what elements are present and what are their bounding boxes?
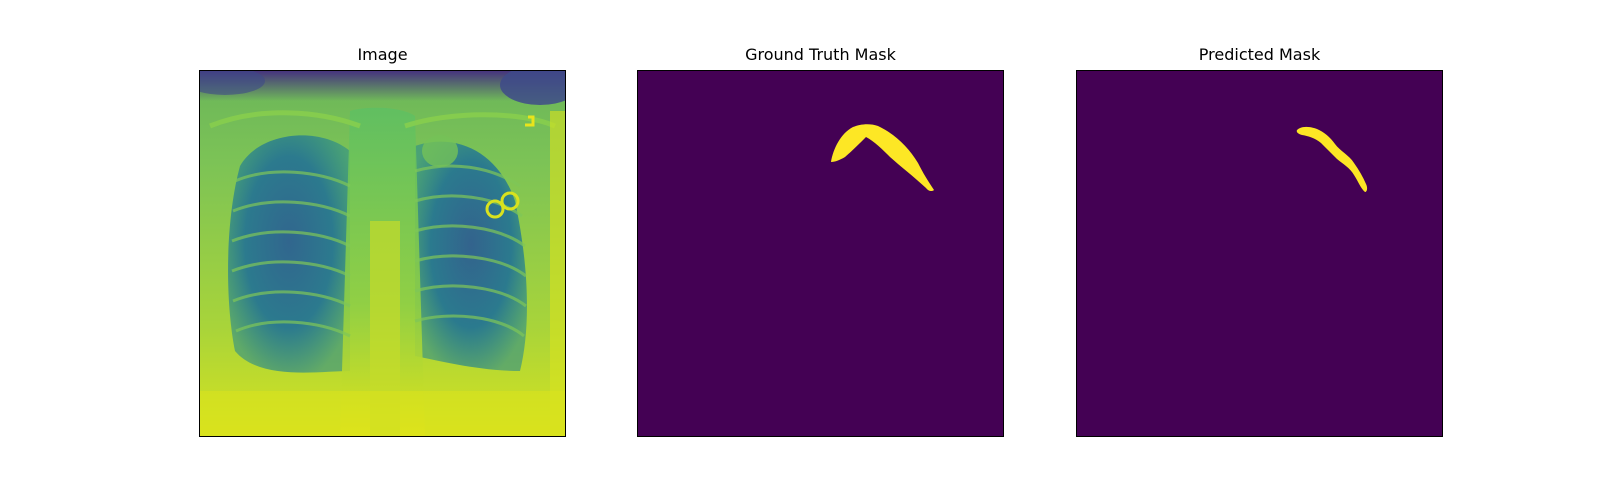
image-panel-title: Image [357, 45, 408, 64]
ground-truth-panel-title: Ground Truth Mask [745, 45, 896, 64]
ground-truth-region [831, 124, 934, 192]
ground-truth-mask-frame [637, 70, 1004, 437]
predicted-mask [1077, 71, 1442, 436]
xray-image-frame [199, 70, 566, 437]
predicted-mask-frame [1076, 70, 1443, 437]
chest-xray-image [200, 71, 565, 436]
ground-truth-mask [638, 71, 1003, 436]
predicted-panel-title: Predicted Mask [1198, 45, 1321, 64]
predicted-region [1296, 126, 1368, 192]
